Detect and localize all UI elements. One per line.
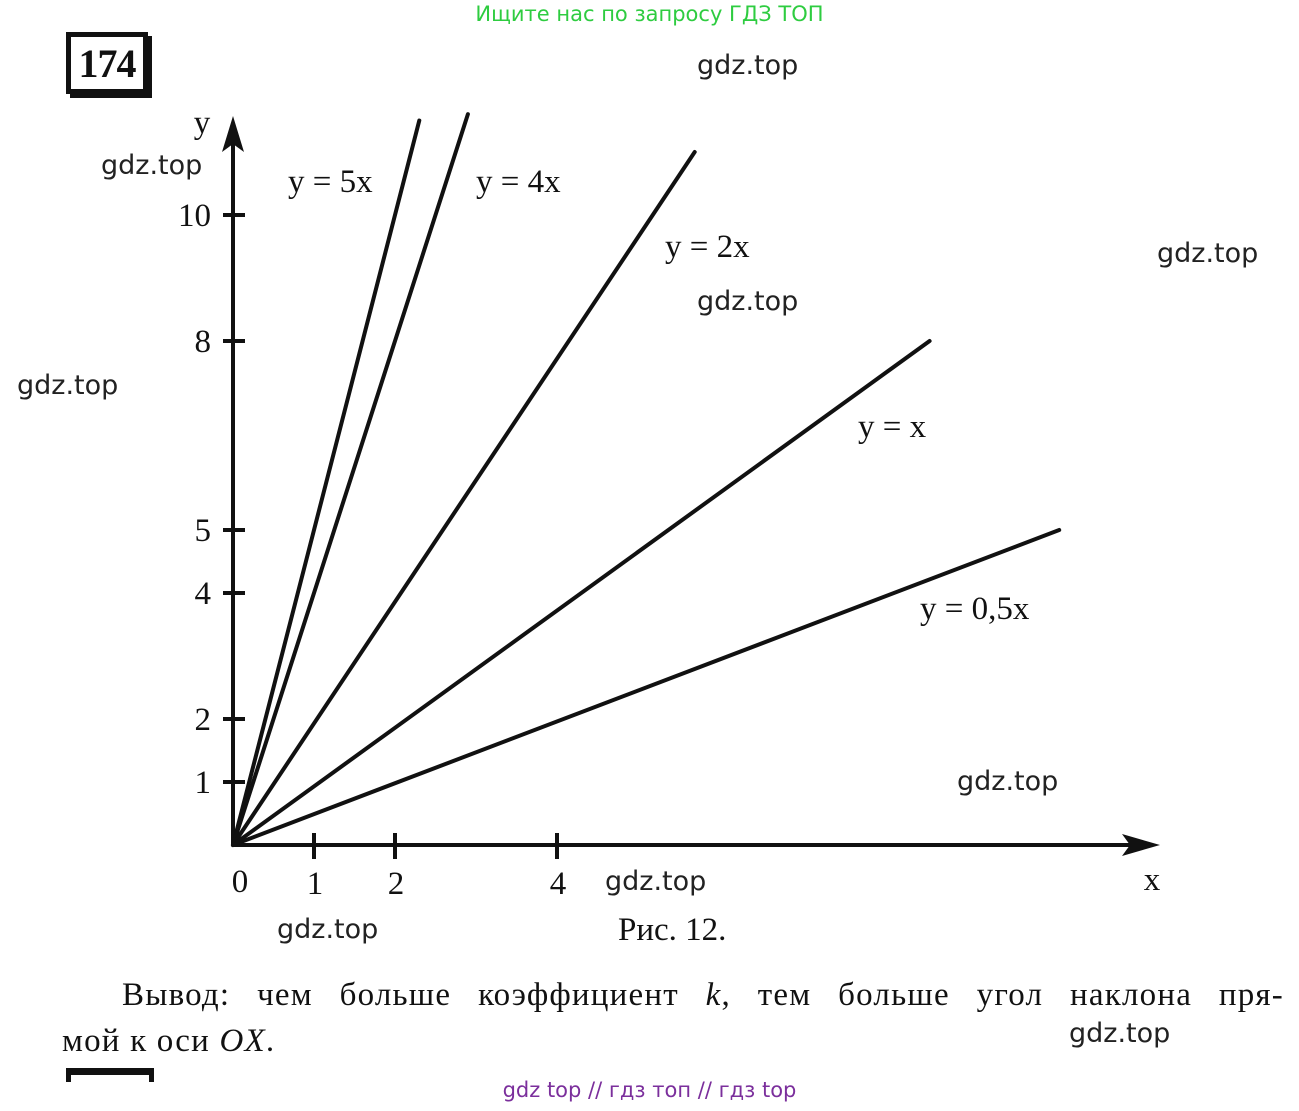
conclusion-text: Вывод: чем больше коэффициент k, тем бол… — [62, 972, 1284, 1064]
axis-ox: OX — [219, 1023, 266, 1059]
series-line — [231, 118, 422, 847]
series-line — [231, 528, 1062, 847]
series-label: y = 4x — [476, 164, 561, 200]
conclusion-prefix: Вывод: чем больше коэффициент — [122, 977, 706, 1013]
conclusion-line2-prefix: мой к оси — [62, 1023, 220, 1059]
x-axis-label: x — [1144, 862, 1161, 898]
series-label: y = 2x — [665, 229, 750, 265]
series-label: y = x — [858, 409, 927, 445]
conclusion-middle: , тем больше угол наклона пря- — [721, 977, 1284, 1013]
series-line — [231, 339, 932, 847]
series-line — [231, 112, 470, 847]
watermark: gdz.top — [1157, 238, 1259, 269]
y-axis-arrow — [222, 116, 244, 152]
watermark: gdz.top — [957, 766, 1059, 797]
watermark: gdz.top — [605, 866, 707, 897]
series-label: y = 5x — [288, 164, 373, 200]
y-tick-label: 8 — [195, 324, 212, 360]
watermark: gdz.top — [277, 914, 379, 945]
series-label: y = 0,5x — [920, 591, 1030, 627]
y-axis-label: y — [194, 105, 211, 141]
watermark: gdz.top — [697, 286, 799, 317]
origin-label: 0 — [232, 864, 249, 900]
figure-caption: Рис. 12. — [618, 912, 727, 948]
next-problem-box-edge — [66, 1068, 154, 1082]
y-tick-label: 4 — [195, 576, 212, 612]
y-tick-label: 2 — [195, 702, 212, 738]
coefficient-k: k — [705, 977, 722, 1013]
chart-labels: 1 2 4 1 2 4 5 8 10 0 x y y = 5x y = 4x y = 2x y = x y = … — [178, 105, 1161, 902]
y-tick-label: 10 — [178, 198, 211, 234]
x-tick-label: 2 — [388, 866, 405, 902]
conclusion-line-1: Вывод: чем больше коэффициент k, тем бол… — [62, 972, 1284, 1018]
conclusion-suffix: . — [265, 1023, 276, 1059]
watermark: gdz.top — [1069, 1018, 1171, 1049]
watermark: gdz.top — [17, 370, 119, 401]
footer-watermark: gdz top // гдз топ // гдз top — [502, 1078, 797, 1102]
series-lines — [231, 112, 1062, 847]
axes — [222, 116, 1160, 859]
x-axis-arrow — [1122, 834, 1160, 856]
x-tick-label: 4 — [550, 866, 567, 902]
x-tick-label: 1 — [307, 866, 324, 902]
y-tick-label: 1 — [195, 765, 212, 801]
conclusion-line-2: мой к оси OX. — [62, 1018, 1284, 1064]
problem-number: 174 — [78, 40, 137, 86]
y-tick-label: 5 — [195, 513, 212, 549]
problem-number-box: 174 — [66, 32, 148, 94]
search-banner: Ищите нас по запросу ГДЗ ТОП — [475, 2, 824, 26]
watermark: gdz.top — [697, 50, 799, 81]
series-line — [231, 150, 697, 847]
watermark: gdz.top — [101, 150, 203, 181]
